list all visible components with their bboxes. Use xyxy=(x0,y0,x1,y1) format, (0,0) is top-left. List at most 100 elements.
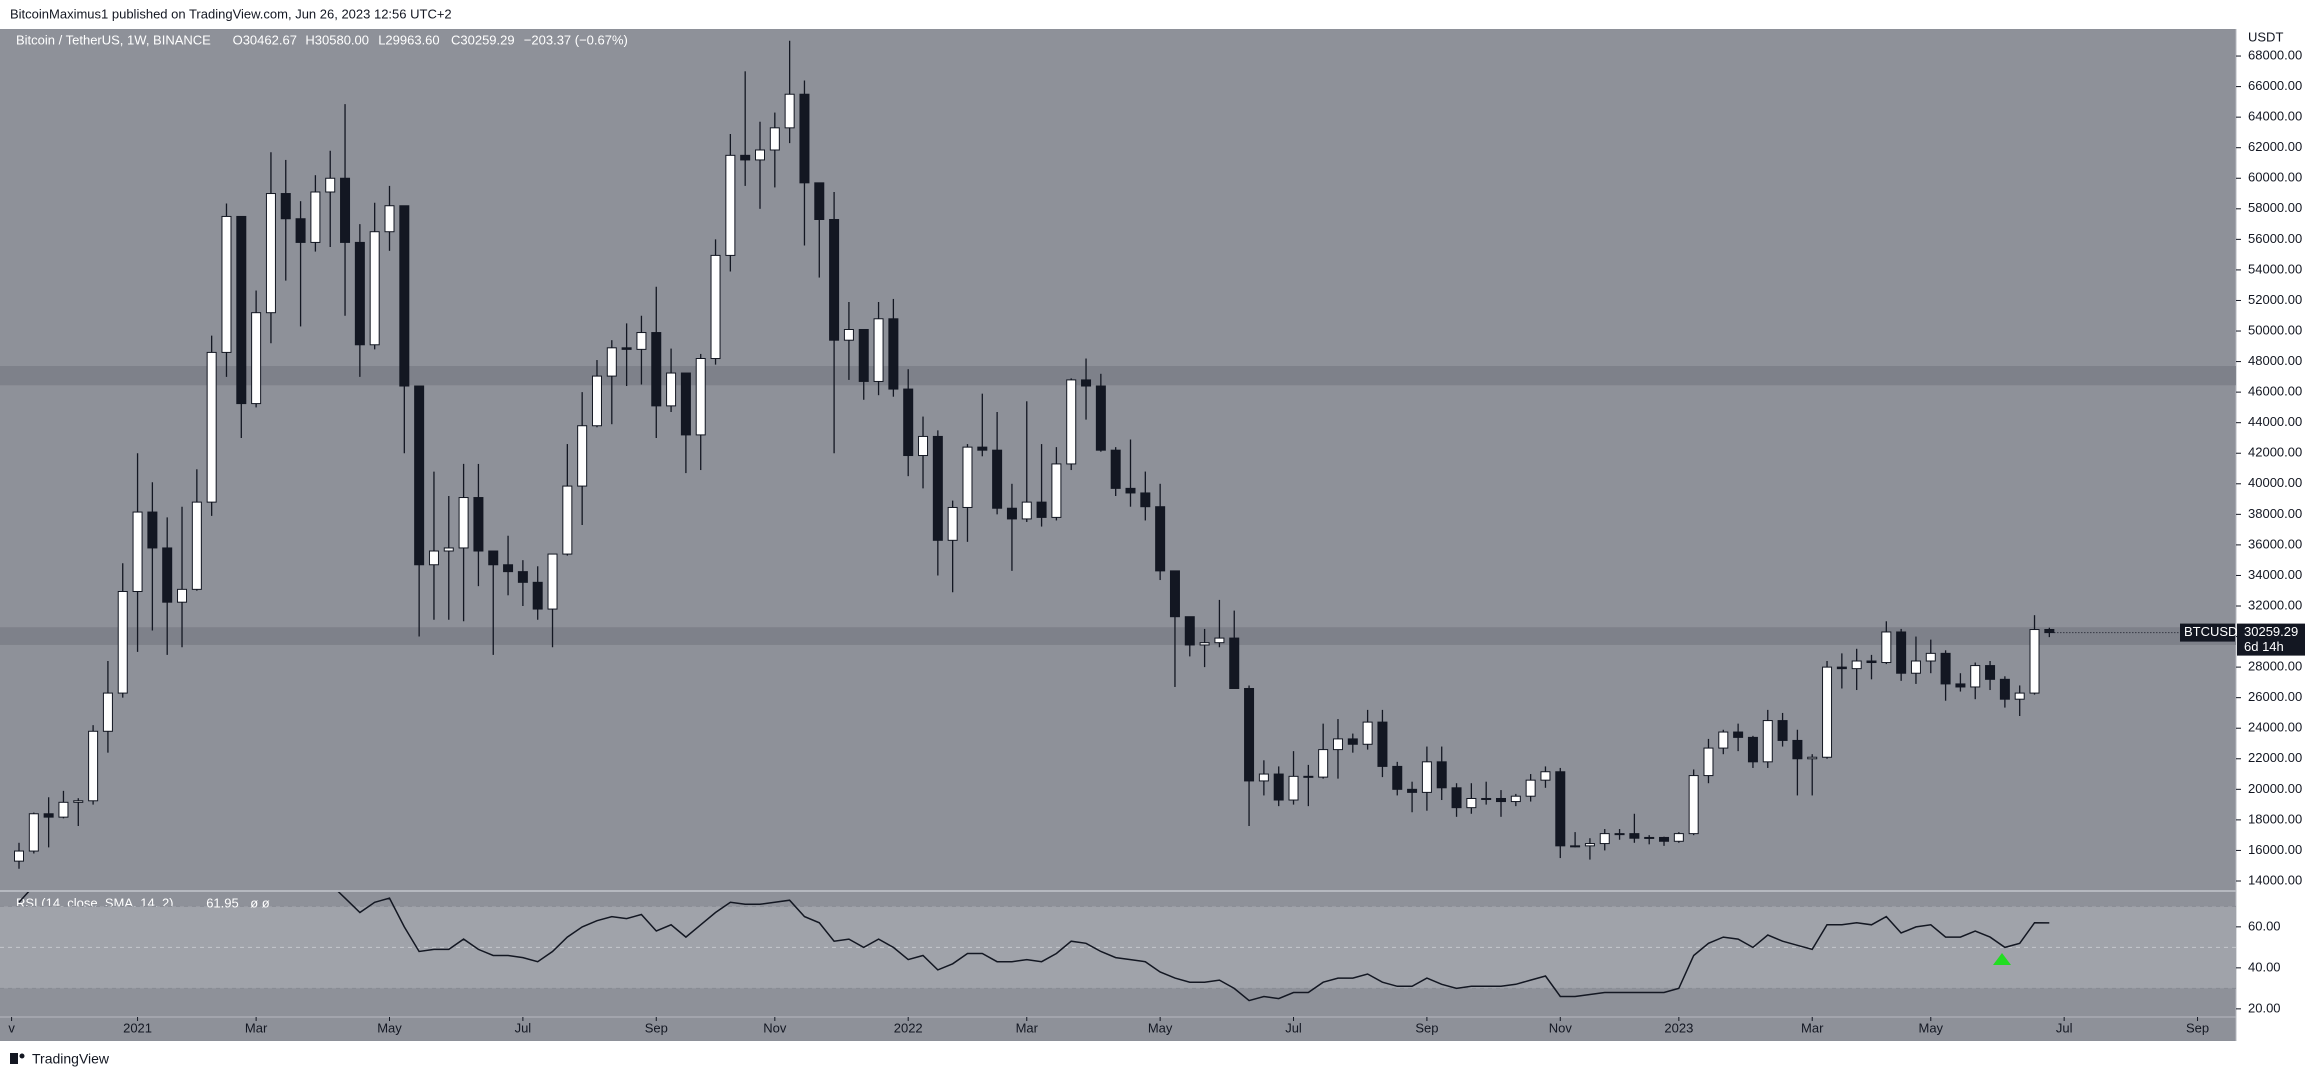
last-price-label: 30259.29 xyxy=(2244,624,2298,639)
candle-body xyxy=(1525,779,1536,797)
candle-body xyxy=(1688,775,1699,835)
candle-body xyxy=(1718,731,1729,749)
candle-body xyxy=(932,435,943,541)
candle-body xyxy=(1184,616,1195,646)
candle-body xyxy=(1332,738,1343,751)
candle-body xyxy=(1792,739,1803,760)
candle-body xyxy=(1762,720,1773,763)
candle-body xyxy=(73,800,84,803)
rsi-extra: ø ø xyxy=(250,895,270,910)
candle-body xyxy=(1747,736,1758,763)
x-tick-label: 2023 xyxy=(1664,1020,1693,1035)
candle-body xyxy=(755,149,765,161)
logo-dot xyxy=(19,1053,25,1059)
y-tick-label: 14000.00 xyxy=(2248,872,2302,887)
candle-body xyxy=(340,177,351,243)
candle-body xyxy=(2029,629,2040,694)
x-tick-label: May xyxy=(377,1020,402,1035)
candle-body xyxy=(1540,771,1551,781)
candle-body xyxy=(1644,836,1655,839)
candle-body xyxy=(1659,836,1670,842)
candle-body xyxy=(102,692,113,732)
candle-body xyxy=(977,446,988,451)
candle-body xyxy=(1777,720,1788,741)
candle-body xyxy=(1570,845,1581,848)
zone xyxy=(0,627,2236,645)
y-tick-label: 38000.00 xyxy=(2248,506,2302,521)
candle-body xyxy=(1066,379,1077,465)
publish-info: BitcoinMaximus1 published on TradingView… xyxy=(10,6,452,21)
candle-body xyxy=(814,182,825,221)
candle-body xyxy=(1155,506,1166,572)
y-tick-label: 18000.00 xyxy=(2248,811,2302,826)
candle-body xyxy=(28,813,39,852)
candle-body xyxy=(428,550,439,566)
candle-body xyxy=(1021,501,1032,520)
candle-body xyxy=(666,372,677,407)
candle-body xyxy=(1006,507,1017,520)
candle-body xyxy=(265,193,276,314)
footer-logo: TradingView xyxy=(10,1051,110,1067)
x-tick-label: Jul xyxy=(1285,1020,1302,1035)
ticker-box xyxy=(2180,623,2235,642)
y-tick-label: 44000.00 xyxy=(2248,414,2302,429)
price-box xyxy=(2237,623,2305,656)
candle-body xyxy=(280,193,291,220)
candle-body xyxy=(1273,773,1284,801)
candle-body xyxy=(710,254,721,360)
candle-body xyxy=(443,547,454,552)
candle-body xyxy=(458,497,469,549)
ohlc-value: H30580.00 xyxy=(305,32,369,47)
candle-body xyxy=(1407,788,1418,793)
candle-body xyxy=(547,553,558,610)
candle-body xyxy=(725,154,736,256)
candle-body xyxy=(503,564,514,573)
candle-body xyxy=(829,219,840,341)
x-tick-label: Mar xyxy=(245,1020,268,1035)
ohlc-value: −203.37 (−0.67%) xyxy=(524,32,628,47)
candle-body xyxy=(1599,833,1610,845)
candle-body xyxy=(947,506,958,541)
candle-body xyxy=(636,332,647,350)
y-tick-label: 48000.00 xyxy=(2248,353,2302,368)
candle-body xyxy=(532,581,543,610)
candle-body xyxy=(784,93,795,129)
rsi-tick-label: 20.00 xyxy=(2248,1000,2281,1015)
candle-body xyxy=(1940,652,1951,685)
unit-label: USDT xyxy=(2248,29,2283,44)
y-tick-label: 64000.00 xyxy=(2248,109,2302,124)
candle-body xyxy=(769,127,780,151)
x-tick-label: May xyxy=(1148,1020,1173,1035)
candle-body xyxy=(888,318,899,390)
candle-body xyxy=(1673,833,1684,842)
candle-body xyxy=(1347,738,1358,745)
ohlc-value: C30259.29 xyxy=(451,32,515,47)
candle-body xyxy=(591,375,602,427)
candle-body xyxy=(2014,692,2025,700)
x-tick-label: Sep xyxy=(1415,1020,1438,1035)
candle-body xyxy=(206,351,217,503)
candle-body xyxy=(695,358,706,436)
candle-body xyxy=(384,205,395,233)
x-tick-label: Jul xyxy=(515,1020,532,1035)
candle-body xyxy=(295,218,306,243)
candle-body xyxy=(1392,765,1403,790)
candle-body xyxy=(399,205,410,387)
candle-body xyxy=(1614,833,1625,836)
candle-body xyxy=(1318,749,1329,778)
candle-body xyxy=(1303,775,1314,778)
y-tick-label: 68000.00 xyxy=(2248,47,2302,62)
candle-body xyxy=(1288,775,1299,801)
candle-body xyxy=(1199,642,1210,646)
x-tick-label: Jul xyxy=(2056,1020,2073,1035)
candle-body xyxy=(162,547,173,603)
candle-body xyxy=(1081,379,1092,387)
candle-body xyxy=(577,425,588,487)
candle-body xyxy=(1822,666,1833,758)
y-tick-label: 58000.00 xyxy=(2248,200,2302,215)
candle-body xyxy=(2044,628,2055,634)
zones xyxy=(0,366,2236,645)
y-tick-label: 34000.00 xyxy=(2248,567,2302,582)
x-tick-label: Mar xyxy=(1016,1020,1039,1035)
candle-body xyxy=(221,215,232,353)
